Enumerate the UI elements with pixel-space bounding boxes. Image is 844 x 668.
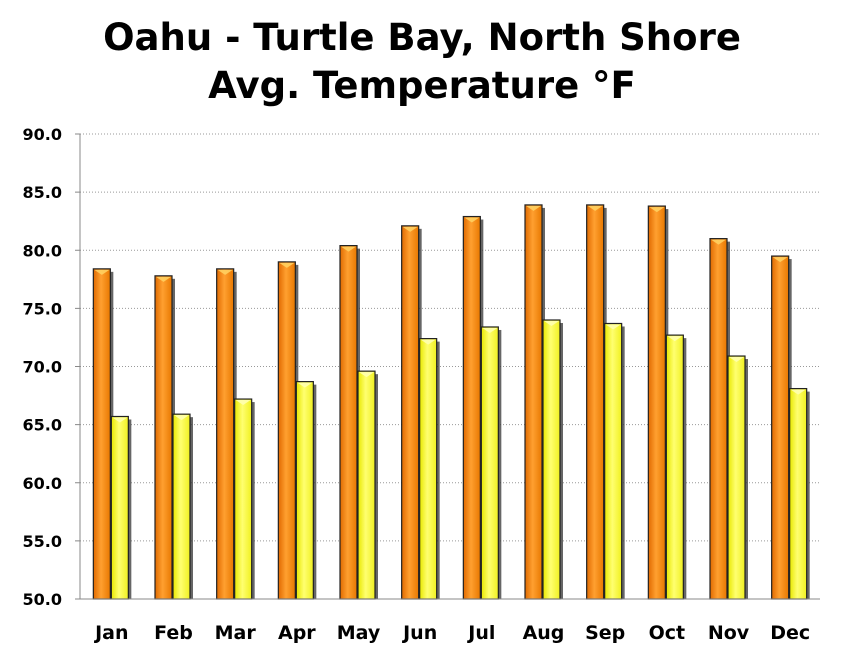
- y-tick-label: 90.0: [23, 125, 62, 144]
- bar-series-2-bar: [234, 398, 253, 600]
- bar-series-2-bar: [357, 370, 376, 600]
- bar-series-2-cap: [359, 372, 374, 378]
- bar-series-2-bar: [604, 322, 623, 600]
- bar-series-2-cap: [420, 339, 436, 345]
- y-tick-label: 85.0: [23, 183, 62, 202]
- axes: [75, 133, 820, 600]
- gridlines: [80, 133, 820, 542]
- bar-series-2-bar: [727, 355, 746, 600]
- bar-series-1-cap: [587, 205, 603, 211]
- bar-series-1-bar: [647, 205, 666, 600]
- bar-series-2-cap: [729, 357, 744, 363]
- bar-series-2-cap: [235, 400, 251, 406]
- bar-series-2-cap: [667, 336, 683, 342]
- bar-series-2-bar: [665, 334, 684, 600]
- chart-subtitle: Avg. Temperature °F: [208, 64, 636, 107]
- bar-series-2-cap: [174, 415, 189, 421]
- x-tick-label: Jun: [401, 622, 437, 644]
- y-tick-label: 60.0: [23, 474, 62, 493]
- y-tick-label: 65.0: [23, 416, 62, 435]
- bar-series-1-cap: [341, 246, 356, 252]
- bar-series-1-cap: [772, 257, 788, 263]
- bar-series-2-bar: [295, 381, 314, 600]
- bar-series-2-bar: [172, 413, 191, 600]
- chart-title-block: Oahu - Turtle Bay, North Shore Avg. Temp…: [0, 14, 844, 110]
- bar-series-1-cap: [156, 276, 171, 282]
- bar-series-2-cap: [112, 417, 128, 423]
- bar-series-1-bar: [277, 261, 296, 600]
- bar-series-2-cap: [544, 321, 559, 326]
- bar-series-1-bar: [154, 275, 173, 600]
- bar-series-2-cap: [482, 327, 498, 333]
- y-tick-label: 55.0: [23, 532, 62, 551]
- x-tick-label: Jan: [93, 622, 128, 644]
- bar-series-1-bar: [339, 245, 358, 600]
- bar-series-2-bar: [110, 415, 129, 600]
- bar-series-1-bar: [709, 238, 728, 600]
- x-tick-label: Oct: [649, 622, 686, 644]
- y-tick-label: 50.0: [23, 590, 62, 609]
- y-tick-labels: 50.0 55.0 60.0 65.0 70.0 75.0 80.0 85.0 90.0: [23, 125, 62, 609]
- bar-series-1-bar: [216, 268, 235, 600]
- bar-series-1-bar: [586, 204, 605, 600]
- bar-series-1-bar: [401, 225, 420, 600]
- bar-series-2-bar: [789, 387, 808, 600]
- bar-series-1-bar: [524, 204, 543, 600]
- chart-title: Oahu - Turtle Bay, North Shore: [103, 16, 741, 59]
- bar-series-1-cap: [217, 269, 233, 275]
- bar-series-2-cap: [790, 389, 806, 395]
- x-tick-label: Dec: [770, 622, 810, 644]
- x-tick-labels: Jan Feb Mar Apr May Jun Jul Aug Sep Oct Nov Dec: [93, 622, 810, 644]
- y-tick-label: 75.0: [23, 299, 62, 318]
- bar-series-2-bar: [480, 326, 499, 600]
- x-tick-label: Mar: [215, 622, 257, 644]
- x-tick-label: Apr: [278, 622, 316, 644]
- bar-series-1-bar: [771, 255, 790, 600]
- bar-series-1-cap: [711, 239, 726, 245]
- x-tick-label: May: [337, 622, 381, 644]
- bar-series-1-cap: [279, 262, 295, 268]
- x-tick-label: Nov: [708, 622, 750, 644]
- y-tick-label: 80.0: [23, 241, 62, 260]
- bar-series-1-cap: [94, 269, 110, 275]
- bar-series-2-bar: [419, 338, 438, 600]
- y-tick-label: 70.0: [23, 358, 62, 377]
- bar-series-1-cap: [526, 205, 541, 211]
- bar-series-2-cap: [605, 324, 621, 330]
- bar-series-1-cap: [464, 217, 480, 223]
- x-tick-label: Sep: [585, 622, 625, 644]
- bar-series-1-cap: [649, 207, 665, 213]
- bar-series-1-cap: [402, 226, 418, 232]
- x-tick-label: Feb: [154, 622, 193, 644]
- bar-series-1-bar: [92, 268, 111, 600]
- x-tick-label: Aug: [523, 622, 565, 644]
- bar-series-2-bar: [542, 319, 561, 600]
- bars: [92, 204, 810, 600]
- bar-series-1-bar: [462, 215, 481, 600]
- bar-series-2-cap: [297, 382, 313, 388]
- x-tick-label: Jul: [466, 622, 495, 644]
